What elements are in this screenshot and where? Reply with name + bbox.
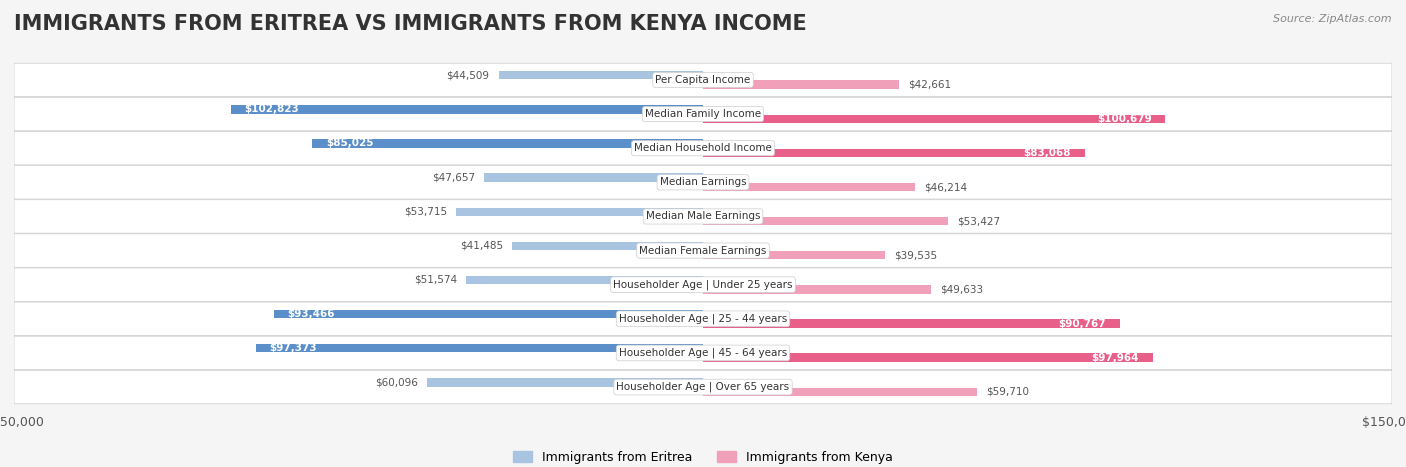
FancyBboxPatch shape: [14, 97, 1392, 131]
Text: $46,214: $46,214: [924, 182, 967, 192]
Text: $102,823: $102,823: [245, 104, 299, 114]
Text: $93,466: $93,466: [287, 309, 335, 319]
FancyBboxPatch shape: [14, 336, 1392, 370]
Text: $44,509: $44,509: [446, 70, 489, 80]
Text: $97,964: $97,964: [1091, 353, 1139, 363]
Text: $49,633: $49,633: [941, 284, 983, 294]
Bar: [427, 378, 703, 387]
Bar: [274, 310, 703, 318]
Bar: [312, 139, 703, 148]
Text: $42,661: $42,661: [908, 79, 952, 90]
Text: $59,710: $59,710: [987, 387, 1029, 397]
Bar: [703, 388, 977, 396]
Text: $83,068: $83,068: [1024, 148, 1071, 158]
Text: $90,767: $90,767: [1059, 318, 1107, 328]
Bar: [512, 242, 703, 250]
Legend: Immigrants from Eritrea, Immigrants from Kenya: Immigrants from Eritrea, Immigrants from…: [508, 446, 898, 467]
Text: $47,657: $47,657: [432, 173, 475, 183]
Text: $60,096: $60,096: [375, 377, 418, 388]
Bar: [703, 80, 898, 89]
Text: Householder Age | 45 - 64 years: Householder Age | 45 - 64 years: [619, 348, 787, 358]
Bar: [703, 285, 931, 294]
Bar: [467, 276, 703, 284]
Text: $53,427: $53,427: [957, 216, 1001, 226]
FancyBboxPatch shape: [14, 166, 1392, 199]
Text: Householder Age | 25 - 44 years: Householder Age | 25 - 44 years: [619, 313, 787, 324]
Bar: [703, 354, 1153, 362]
Text: Householder Age | Under 25 years: Householder Age | Under 25 years: [613, 279, 793, 290]
Text: Householder Age | Over 65 years: Householder Age | Over 65 years: [616, 382, 790, 392]
Bar: [231, 105, 703, 113]
FancyBboxPatch shape: [14, 370, 1392, 404]
Text: $41,485: $41,485: [460, 241, 503, 251]
Bar: [703, 114, 1166, 123]
Text: $97,373: $97,373: [270, 343, 318, 353]
Bar: [457, 207, 703, 216]
Text: Median Female Earnings: Median Female Earnings: [640, 246, 766, 255]
Text: Median Household Income: Median Household Income: [634, 143, 772, 153]
Bar: [256, 344, 703, 353]
Bar: [703, 217, 949, 225]
Bar: [703, 149, 1084, 157]
FancyBboxPatch shape: [14, 302, 1392, 335]
Bar: [499, 71, 703, 79]
FancyBboxPatch shape: [14, 63, 1392, 97]
Text: Median Family Income: Median Family Income: [645, 109, 761, 119]
Text: IMMIGRANTS FROM ERITREA VS IMMIGRANTS FROM KENYA INCOME: IMMIGRANTS FROM ERITREA VS IMMIGRANTS FR…: [14, 14, 807, 34]
Bar: [703, 319, 1121, 328]
Bar: [484, 173, 703, 182]
Text: $51,574: $51,574: [413, 275, 457, 285]
Text: Source: ZipAtlas.com: Source: ZipAtlas.com: [1274, 14, 1392, 24]
Text: Median Earnings: Median Earnings: [659, 177, 747, 187]
Text: $53,715: $53,715: [404, 207, 447, 217]
Text: Per Capita Income: Per Capita Income: [655, 75, 751, 85]
Text: $85,025: $85,025: [326, 139, 374, 149]
Text: $100,679: $100,679: [1097, 114, 1152, 124]
FancyBboxPatch shape: [14, 131, 1392, 165]
Text: $39,535: $39,535: [894, 250, 936, 260]
FancyBboxPatch shape: [14, 200, 1392, 233]
Text: Median Male Earnings: Median Male Earnings: [645, 212, 761, 221]
Bar: [703, 251, 884, 260]
FancyBboxPatch shape: [14, 268, 1392, 301]
Bar: [703, 183, 915, 191]
FancyBboxPatch shape: [14, 234, 1392, 267]
